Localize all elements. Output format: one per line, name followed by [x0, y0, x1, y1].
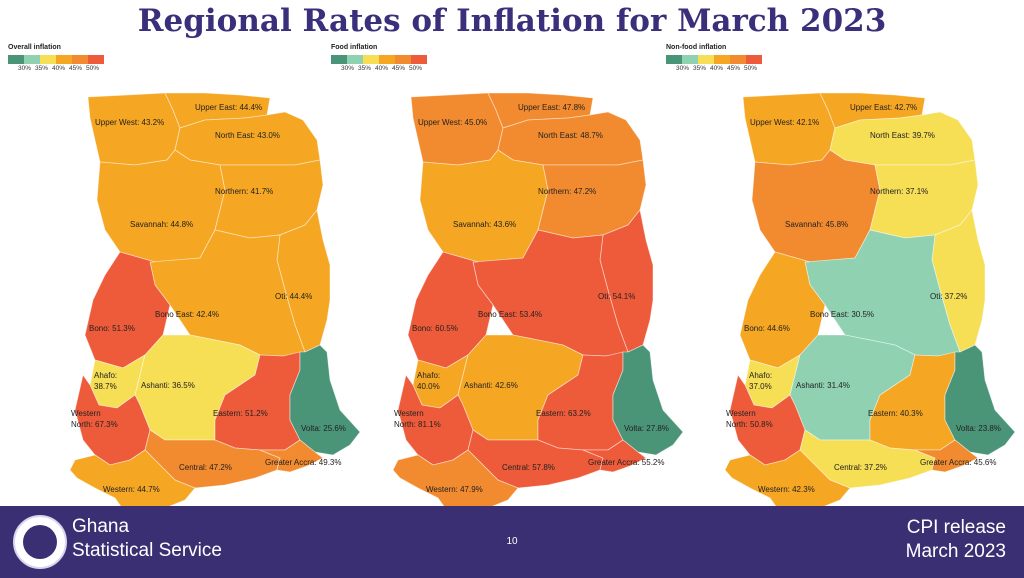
- region-label-northern: Northern: 47.2%: [538, 187, 596, 196]
- region-label-oti: Oti: 37.2%: [930, 292, 967, 301]
- legend-swatches: [8, 55, 104, 64]
- region-label-ahafo-1: Ahafo:: [94, 371, 117, 380]
- region-label-ahafo-2: 38.7%: [94, 382, 117, 391]
- region-label-northern: Northern: 41.7%: [215, 187, 273, 196]
- region-label-western: Western: 47.9%: [426, 485, 483, 494]
- region-label-western-north-2: North: 67.3%: [71, 420, 118, 429]
- region-label-volta: Volta: 23.8%: [956, 424, 1001, 433]
- region-label-bono-east: Bono East: 30.5%: [810, 310, 874, 319]
- region-label-ahafo-2: 40.0%: [417, 382, 440, 391]
- region-label-greater-accra: Greater Accra: 55.2%: [588, 458, 664, 467]
- legend-swatches: [331, 55, 427, 64]
- region-label-bono: Bono: 44.6%: [744, 324, 790, 333]
- region-label-western: Western: 42.3%: [758, 485, 815, 494]
- region-label-bono: Bono: 60.5%: [412, 324, 458, 333]
- legend-title: Food inflation: [331, 44, 378, 51]
- region-label-western-north-1: Western: [726, 409, 756, 418]
- region-label-ashanti: Ashanti: 36.5%: [141, 381, 195, 390]
- region-label-northern: Northern: 37.1%: [870, 187, 928, 196]
- region-upper-west: [87, 92, 181, 166]
- region-label-central: Central: 37.2%: [834, 463, 887, 472]
- region-label-bono-east: Bono East: 53.4%: [478, 310, 542, 319]
- map-nonfood-inflation: Upper West: 42.1% Upper East: 42.7% North …: [724, 92, 1016, 521]
- footer-bar: Ghana Statistical Service 10 CPI release…: [0, 506, 1024, 578]
- region-label-ahafo-1: Ahafo:: [417, 371, 440, 380]
- region-label-upper-west: Upper West: 45.0%: [418, 118, 487, 127]
- region-label-western-north-1: Western: [394, 409, 424, 418]
- region-label-central: Central: 57.8%: [502, 463, 555, 472]
- release-line2: March 2023: [905, 541, 1006, 562]
- region-savannah: [751, 149, 881, 263]
- region-upper-west: [410, 92, 504, 166]
- region-volta: [612, 344, 684, 456]
- legend-nonfood: Non-food inflation 30% 35% 40% 45% 50%: [666, 44, 762, 72]
- region-greater-accra: [259, 439, 324, 473]
- region-label-north-east: North East: 39.7%: [870, 131, 935, 140]
- gss-logo: [13, 515, 67, 569]
- legend-ticks: 30% 35% 40% 45% 50%: [676, 65, 758, 72]
- region-label-ahafo-1: Ahafo:: [749, 371, 772, 380]
- region-label-upper-east: Upper East: 47.8%: [518, 103, 585, 112]
- region-label-bono: Bono: 51.3%: [89, 324, 135, 333]
- region-label-ashanti: Ashanti: 31.4%: [796, 381, 850, 390]
- region-label-western-north-1: Western: [71, 409, 101, 418]
- region-volta: [944, 344, 1016, 456]
- region-label-greater-accra: Greater Accra: 45.6%: [920, 458, 996, 467]
- region-volta: [289, 344, 361, 456]
- legend-swatches: [666, 55, 762, 64]
- region-label-central: Central: 47.2%: [179, 463, 232, 472]
- slide-title: Regional Rates of Inflation for March 20…: [137, 3, 887, 39]
- region-upper-west: [742, 92, 836, 166]
- region-label-western-north-2: North: 81.1%: [394, 420, 441, 429]
- region-label-upper-east: Upper East: 44.4%: [195, 103, 262, 112]
- region-label-upper-east: Upper East: 42.7%: [850, 103, 917, 112]
- region-savannah: [419, 149, 549, 263]
- region-label-bono-east: Bono East: 42.4%: [155, 310, 219, 319]
- region-savannah: [96, 149, 226, 263]
- legend-overall: Overall inflation 30% 35% 40% 45% 50%: [8, 44, 104, 72]
- region-label-oti: Oti: 44.4%: [275, 292, 312, 301]
- legend-title: Non-food inflation: [666, 44, 727, 51]
- legend-ticks: 30% 35% 40% 45% 50%: [18, 65, 100, 72]
- region-label-ahafo-2: 37.0%: [749, 382, 772, 391]
- region-label-savannah: Savannah: 43.6%: [453, 220, 516, 229]
- map-food-inflation: Upper West: 45.0% Upper East: 47.8% North …: [392, 92, 684, 521]
- region-label-upper-west: Upper West: 42.1%: [750, 118, 819, 127]
- region-label-volta: Volta: 25.6%: [301, 424, 346, 433]
- region-label-western-north-2: North: 50.8%: [726, 420, 773, 429]
- region-label-north-east: North East: 48.7%: [538, 131, 603, 140]
- region-label-eastern: Eastern: 63.2%: [536, 409, 591, 418]
- region-label-upper-west: Upper West: 43.2%: [95, 118, 164, 127]
- page-number: 10: [506, 536, 518, 547]
- region-label-savannah: Savannah: 44.8%: [130, 220, 193, 229]
- region-label-eastern: Eastern: 51.2%: [213, 409, 268, 418]
- release-line1: CPI release: [906, 517, 1006, 538]
- org-name-line1: Ghana: [72, 516, 130, 537]
- region-greater-accra: [914, 439, 979, 473]
- region-label-western: Western: 44.7%: [103, 485, 160, 494]
- legend-title: Overall inflation: [8, 44, 61, 51]
- region-label-north-east: North East: 43.0%: [215, 131, 280, 140]
- region-greater-accra: [582, 439, 647, 473]
- region-label-ashanti: Ashanti: 42.6%: [464, 381, 518, 390]
- legend-ticks: 30% 35% 40% 45% 50%: [341, 65, 423, 72]
- legend-food: Food inflation 30% 35% 40% 45% 50%: [331, 44, 427, 72]
- region-label-volta: Volta: 27.8%: [624, 424, 669, 433]
- region-label-eastern: Eastern: 40.3%: [868, 409, 923, 418]
- map-overall-inflation: Upper West: 43.2% Upper East: 44.4% North …: [69, 92, 361, 521]
- region-label-greater-accra: Greater Accra: 49.3%: [265, 458, 341, 467]
- region-label-oti: Oti: 54.1%: [598, 292, 635, 301]
- org-name-line2: Statistical Service: [72, 540, 222, 561]
- region-label-savannah: Savannah: 45.8%: [785, 220, 848, 229]
